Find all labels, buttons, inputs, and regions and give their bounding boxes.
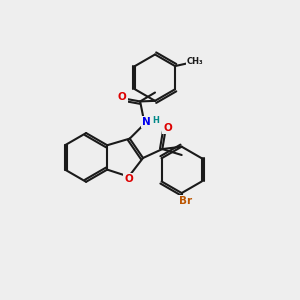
Text: N: N bbox=[142, 117, 151, 127]
Text: O: O bbox=[118, 92, 127, 102]
Text: CH₃: CH₃ bbox=[187, 57, 203, 66]
Text: H: H bbox=[152, 116, 159, 125]
Text: O: O bbox=[163, 123, 172, 133]
Text: O: O bbox=[124, 174, 133, 184]
Text: Br: Br bbox=[179, 196, 192, 206]
